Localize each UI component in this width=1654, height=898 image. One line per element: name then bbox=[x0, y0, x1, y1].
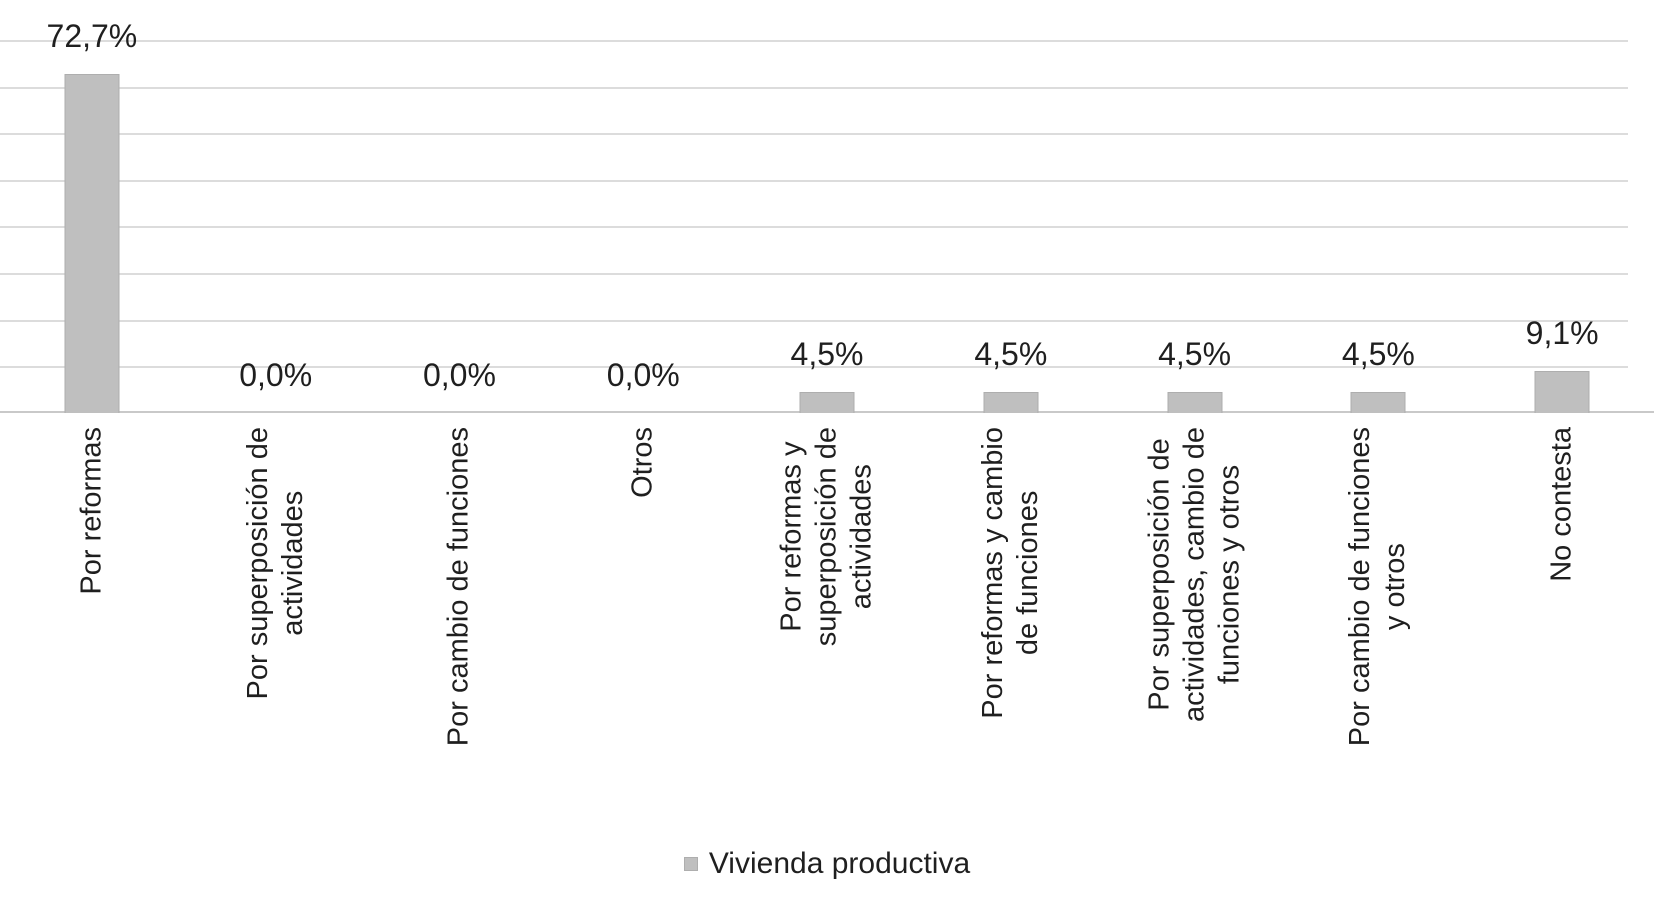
bar bbox=[1167, 392, 1223, 413]
bar-slot: 9,1% bbox=[1470, 0, 1654, 413]
gridline bbox=[0, 87, 1628, 89]
gridline bbox=[0, 273, 1628, 275]
bar-slot: 4,5% bbox=[919, 0, 1103, 413]
bar-slot: 0,0% bbox=[368, 0, 552, 413]
bar-slot: 4,5% bbox=[1286, 0, 1470, 413]
bar-slot: 0,0% bbox=[551, 0, 735, 413]
x-axis-label: No contesta bbox=[1545, 427, 1578, 582]
bar-slot: 4,5% bbox=[1103, 0, 1287, 413]
legend-label: Vivienda productiva bbox=[708, 847, 971, 880]
x-axis-label: Por reformas y cambio de funciones bbox=[976, 427, 1044, 719]
x-label-slot: Otros bbox=[551, 413, 735, 813]
bar bbox=[983, 392, 1039, 413]
bar-value-label: 0,0% bbox=[239, 357, 313, 393]
gridline bbox=[0, 226, 1628, 228]
x-label-slot: Por cambio de funciones y otros bbox=[1286, 413, 1470, 813]
x-axis-label: Otros bbox=[626, 427, 659, 498]
bar-slot: 4,5% bbox=[735, 0, 919, 413]
bar-value-label: 0,0% bbox=[422, 357, 496, 393]
x-axis-label: Por cambio de funciones y otros bbox=[1344, 427, 1412, 747]
x-label-slot: Por superposición de actividades, cambio… bbox=[1103, 413, 1287, 813]
gridline bbox=[0, 133, 1628, 135]
bar-value-label: 4,5% bbox=[1158, 336, 1232, 372]
x-label-slot: No contesta bbox=[1470, 413, 1654, 813]
bars-row: 72,7% 0,0% 0,0% 0,0% 4,5% 4,5% 4,5% 4,5% 9,1% bbox=[0, 0, 1654, 413]
bar-value-label: 4,5% bbox=[974, 336, 1048, 372]
bar bbox=[64, 74, 120, 413]
x-axis-label: Por superposición de actividades bbox=[241, 427, 309, 700]
x-label-slot: Por reformas y superposición de activida… bbox=[735, 413, 919, 813]
bar bbox=[1350, 392, 1406, 413]
bar-value-label: 72,7% bbox=[46, 18, 138, 54]
x-label-slot: Por cambio de funciones bbox=[368, 413, 552, 813]
bar-slot: 0,0% bbox=[184, 0, 368, 413]
x-axis-labels: Por reformas Por superposición de activid… bbox=[0, 413, 1654, 813]
x-axis-label: Por cambio de funciones bbox=[442, 427, 475, 747]
legend: Vivienda productiva bbox=[0, 846, 1654, 882]
x-axis-label: Por reformas bbox=[75, 427, 108, 595]
legend-marker-icon bbox=[683, 857, 698, 871]
gridline bbox=[0, 320, 1628, 322]
bar-value-label: 0,0% bbox=[606, 357, 680, 393]
plot-area: 72,7% 0,0% 0,0% 0,0% 4,5% 4,5% 4,5% 4,5% 9,1% bbox=[0, 0, 1654, 413]
x-label-slot: Por superposición de actividades bbox=[184, 413, 368, 813]
bar bbox=[799, 392, 855, 413]
bar bbox=[1534, 371, 1590, 413]
x-label-slot: Por reformas bbox=[0, 413, 184, 813]
x-label-slot: Por reformas y cambio de funciones bbox=[919, 413, 1103, 813]
bar-value-label: 4,5% bbox=[790, 336, 864, 372]
gridline bbox=[0, 180, 1628, 182]
bar-value-label: 9,1% bbox=[1525, 315, 1599, 351]
bar-slot: 72,7% bbox=[0, 0, 184, 413]
gridline bbox=[0, 366, 1628, 368]
gridline bbox=[0, 40, 1628, 42]
x-axis-label: Por superposición de actividades, cambio… bbox=[1143, 427, 1246, 722]
x-axis-label: Por reformas y superposición de activida… bbox=[775, 427, 878, 647]
bar-value-label: 4,5% bbox=[1341, 336, 1415, 372]
